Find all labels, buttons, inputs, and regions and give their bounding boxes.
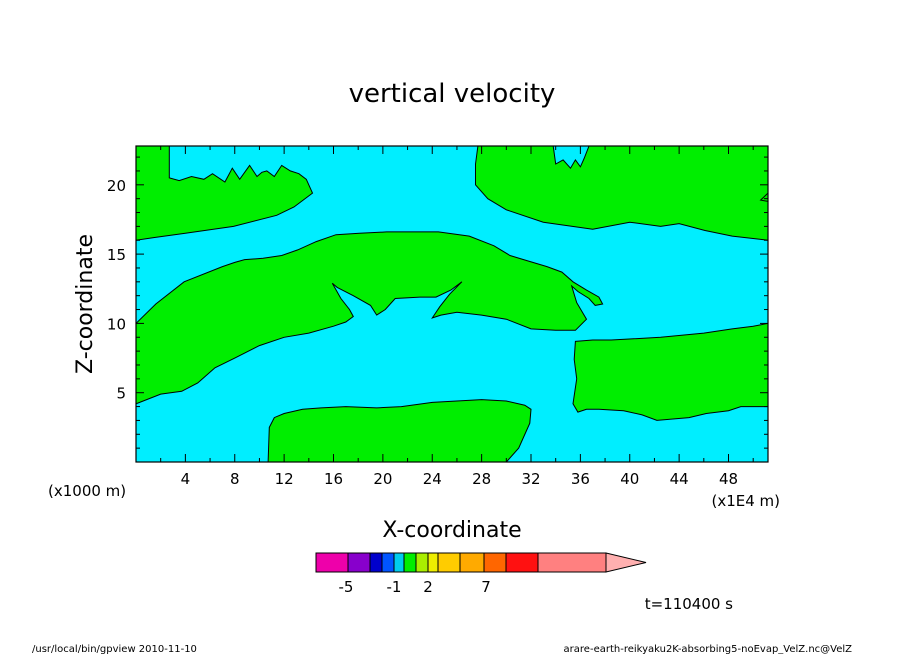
footer-right: arare-earth-reikyaku2K-absorbing5-noEvap… [564, 644, 853, 654]
x-unit-right: (x1E4 m) [711, 492, 780, 510]
y-axis-label: Z-coordinate [73, 234, 98, 374]
footer-left: /usr/local/bin/gpview 2010-11-10 [32, 644, 197, 654]
contour-region-upper-right [475, 146, 768, 241]
x-tick-label: 36 [571, 470, 590, 488]
contour-region-edge-blob [759, 192, 768, 202]
x-tick-label: 44 [670, 470, 689, 488]
x-tick-label: 20 [373, 470, 392, 488]
x-tick-label: 40 [620, 470, 639, 488]
x-tick-label: 12 [275, 470, 294, 488]
x-tick-label: 32 [521, 470, 540, 488]
colorbar: -5 -1 2 7 [315, 552, 647, 596]
chart-title: vertical velocity [349, 79, 556, 109]
y-tick-label: 15 [107, 246, 126, 264]
time-label: t=110400 s [645, 595, 733, 613]
contour-region-right-lower [572, 322, 768, 421]
colorbar-segment [459, 552, 485, 573]
colorbar-segment [381, 552, 395, 573]
x-tick-label: 16 [324, 470, 343, 488]
colorbar-segment [427, 552, 439, 573]
x-tick-label: 8 [230, 470, 240, 488]
x-tick-label: 4 [181, 470, 191, 488]
colorbar-label: -5 [339, 578, 354, 596]
colorbar-segment [369, 552, 383, 573]
x-tick-label: 24 [423, 470, 442, 488]
colorbar-segment [437, 552, 461, 573]
x-tick-label: 28 [472, 470, 491, 488]
colorbar-segment [505, 552, 539, 573]
colorbar-segment [537, 552, 607, 573]
colorbar-label: 2 [423, 578, 433, 596]
contour-region-upper-left [136, 146, 314, 241]
plot-frame [135, 145, 769, 463]
colorbar-segment [483, 552, 507, 573]
colorbar-label: -1 [387, 578, 402, 596]
y-axis: 5 10 15 20 [107, 156, 768, 449]
y-tick-label: 20 [107, 177, 126, 195]
y-tick-label: 10 [107, 315, 126, 333]
colorbar-segment [315, 552, 349, 573]
colorbar-segment [403, 552, 417, 573]
y-tick-label: 5 [116, 385, 126, 403]
x-axis: 4 8 12 16 20 24 28 32 36 40 44 48 [160, 146, 754, 488]
colorbar-segment [347, 552, 371, 573]
x-tick-label: 48 [719, 470, 738, 488]
x-unit-left: (x1000 m) [48, 482, 126, 500]
plot-area [135, 145, 769, 463]
colorbar-label: 7 [481, 578, 491, 596]
colorbar-segment [393, 552, 405, 573]
colorbar-arrow [605, 552, 647, 573]
contour-region-bottom-center [267, 399, 532, 462]
x-axis-label: X-coordinate [382, 518, 521, 543]
colorbar-segment [415, 552, 429, 573]
contour-region-middle-band [136, 231, 604, 405]
